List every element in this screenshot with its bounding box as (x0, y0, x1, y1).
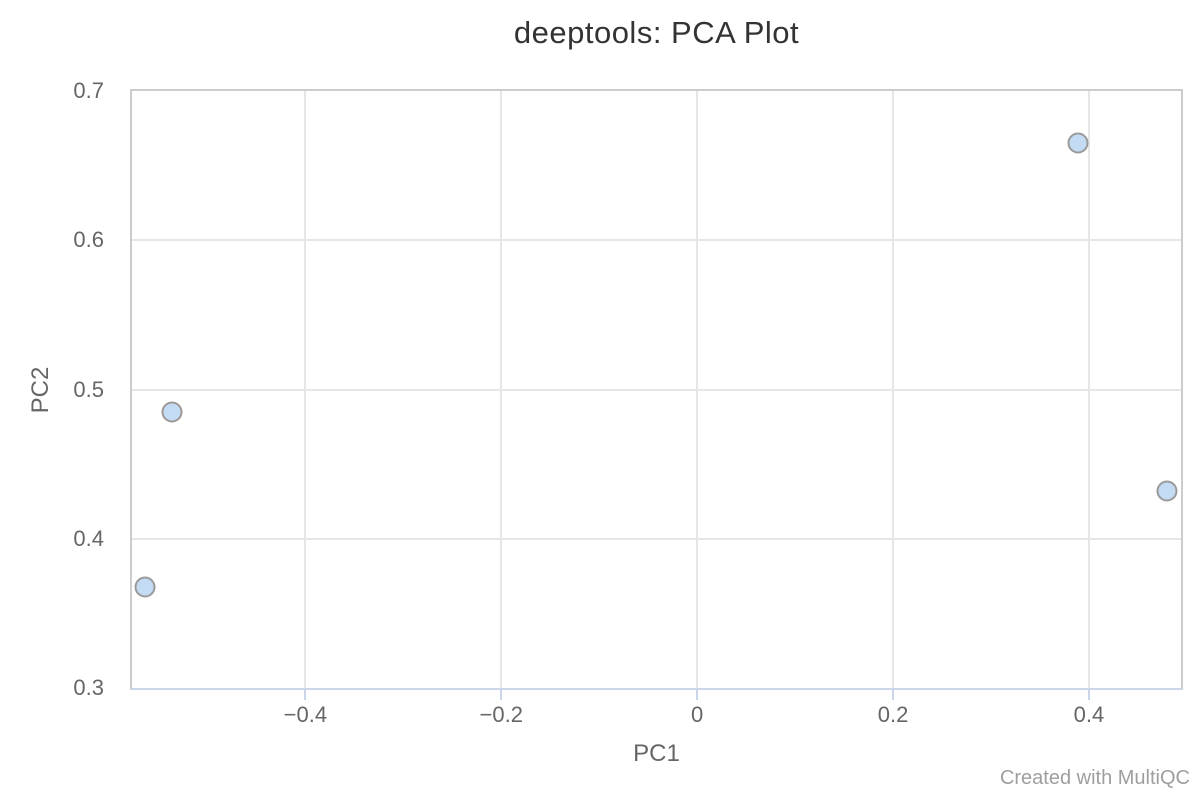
data-point[interactable] (1067, 132, 1089, 154)
plot-area[interactable] (130, 89, 1183, 690)
data-point[interactable] (134, 576, 156, 597)
x-tick-mark (304, 689, 307, 700)
y-tick-label: 0.5 (73, 376, 104, 402)
chart-title: deeptools: PCA Plot (513, 15, 800, 50)
y-tick-label: 0.3 (73, 675, 104, 700)
x-tick-label: 0.2 (877, 702, 909, 727)
x-tick-mark (892, 689, 895, 700)
x-tick-mark (696, 689, 699, 700)
y-gridline (132, 388, 1181, 391)
y-tick-label: 0.6 (73, 227, 104, 253)
y-gridline (132, 239, 1181, 242)
data-point[interactable] (1156, 480, 1178, 502)
x-tick-label: 0 (691, 702, 704, 727)
y-tick-label: 0.4 (73, 525, 104, 551)
x-tick-mark (1087, 689, 1090, 700)
multiqc-watermark: Created with MultiQC (999, 767, 1190, 789)
x-tick-label: 0.4 (1073, 702, 1105, 727)
x-tick-label: −0.2 (479, 702, 523, 727)
x-tick-label: −0.4 (283, 702, 328, 727)
data-point[interactable] (161, 401, 183, 423)
x-tick-mark (500, 689, 503, 700)
x-axis-title: PC1 (633, 740, 680, 767)
y-gridline (132, 537, 1181, 540)
y-axis-title: PC2 (27, 366, 54, 414)
y-tick-label: 0.7 (73, 78, 104, 103)
